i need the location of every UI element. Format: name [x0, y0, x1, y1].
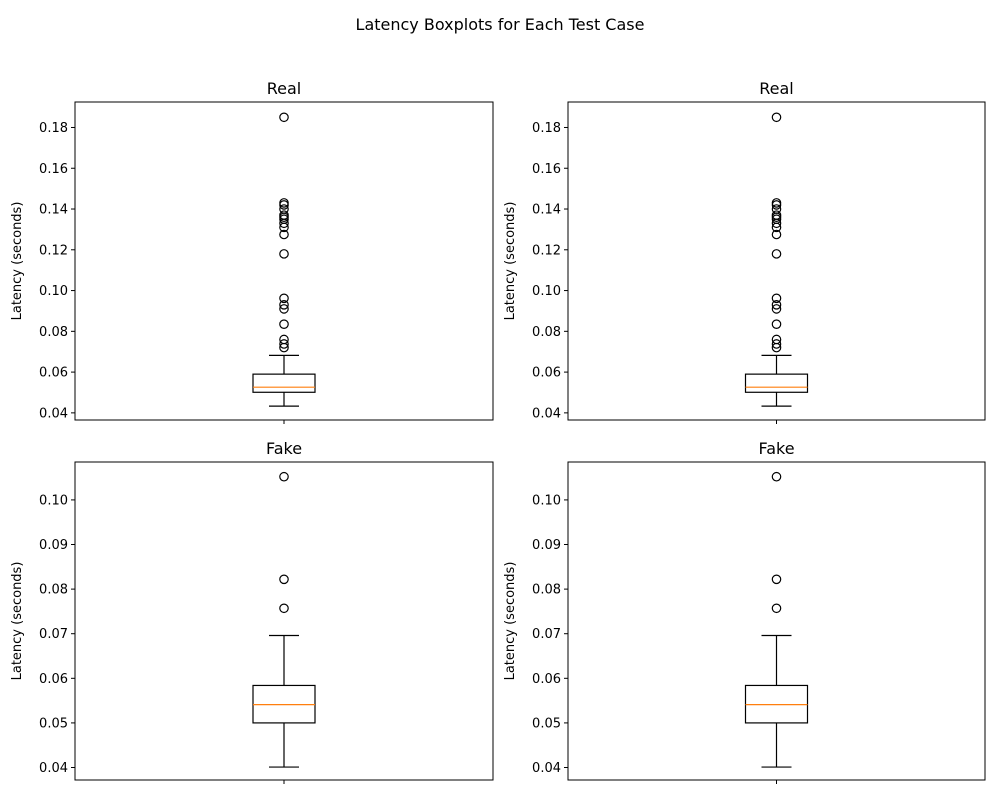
outlier-point — [279, 198, 289, 208]
outlier-point — [279, 112, 289, 123]
outlier-point — [279, 319, 289, 329]
outlier-point — [279, 304, 289, 314]
y-tick-label: 0.04 — [532, 761, 561, 776]
y-tick-label: 0.08 — [532, 583, 561, 598]
outlier-point — [279, 574, 289, 585]
subplot-title: Real — [267, 79, 302, 98]
axes-frame — [74, 461, 494, 781]
y-tick-label: 0.08 — [532, 325, 561, 340]
outlier-point — [771, 212, 782, 222]
y-tick-label: 0.08 — [39, 325, 68, 340]
y-tick-label: 0.07 — [532, 627, 561, 642]
y-tick-label: 0.07 — [39, 627, 68, 642]
axes-frame — [567, 101, 986, 421]
outlier-point — [771, 210, 782, 220]
outlier-point — [771, 112, 782, 123]
y-tick-label: 0.04 — [532, 406, 561, 421]
y-tick-label: 0.08 — [39, 583, 68, 598]
y-tick-label: 0.14 — [39, 203, 68, 218]
outlier-point — [771, 471, 782, 482]
y-tick-label: 0.16 — [532, 162, 561, 177]
axes-frame — [74, 101, 494, 421]
y-tick-label: 0.18 — [532, 121, 561, 136]
y-tick-label: 0.05 — [39, 716, 68, 731]
axes-frame — [567, 461, 986, 781]
outlier-point — [771, 198, 782, 208]
subplot-title: Real — [759, 79, 794, 98]
y-axis-label: Latency (seconds) — [503, 562, 518, 681]
y-tick-label: 0.14 — [532, 203, 561, 218]
outlier-point — [279, 229, 289, 240]
outlier-point — [771, 300, 782, 310]
outlier-point — [771, 293, 782, 304]
outlier-point — [771, 334, 782, 345]
outlier-point — [279, 300, 289, 310]
subplot-4: Fake Latency (seconds) 0.04 0.05 0.06 0.07 0.0… — [503, 439, 986, 784]
iqr-box — [252, 373, 316, 393]
subplot-1: Real Latency (seconds) 0.04 0.06 0.08 0.10 0.1… — [10, 79, 494, 424]
y-tick-label: 0.12 — [532, 243, 561, 258]
subplot-title: Fake — [266, 439, 302, 458]
outlier-point — [279, 339, 289, 349]
iqr-box — [744, 373, 809, 393]
outlier-point — [771, 229, 782, 240]
outlier-point — [771, 339, 782, 349]
y-tick-label: 0.10 — [39, 493, 68, 508]
outlier-point — [771, 574, 782, 585]
subplot-grid: Real Latency (seconds) 0.04 0.06 0.08 0.10 0.1… — [10, 79, 986, 784]
outlier-point — [279, 293, 289, 304]
y-axis-label: Latency (seconds) — [10, 202, 25, 321]
y-tick-label: 0.10 — [39, 284, 68, 299]
y-tick-label: 0.09 — [532, 538, 561, 553]
y-tick-label: 0.10 — [532, 284, 561, 299]
y-tick-label: 0.10 — [532, 493, 561, 508]
y-tick-label: 0.06 — [39, 672, 68, 687]
y-tick-label: 0.06 — [532, 366, 561, 381]
subplot-3: Fake Latency (seconds) 0.04 0.05 0.06 0.07 0.0… — [10, 439, 494, 784]
y-tick-label: 0.04 — [39, 761, 68, 776]
y-tick-label: 0.16 — [39, 162, 68, 177]
outlier-point — [771, 319, 782, 329]
outlier-point — [279, 212, 289, 222]
y-tick-label: 0.04 — [39, 406, 68, 421]
outlier-point — [771, 249, 782, 259]
outlier-point — [771, 204, 782, 214]
outlier-point — [279, 249, 289, 259]
outlier-point — [771, 603, 782, 614]
y-tick-label: 0.12 — [39, 243, 68, 258]
outlier-point — [771, 304, 782, 314]
y-tick-label: 0.18 — [39, 121, 68, 136]
y-tick-label: 0.09 — [39, 538, 68, 553]
outlier-point — [279, 204, 289, 214]
outlier-point — [279, 210, 289, 220]
subplot-2: Real Latency (seconds) 0.04 0.06 0.08 0.10 0.1… — [503, 79, 986, 424]
y-axis-label: Latency (seconds) — [10, 562, 25, 681]
y-tick-label: 0.06 — [39, 366, 68, 381]
y-tick-label: 0.05 — [532, 716, 561, 731]
outlier-point — [279, 334, 289, 345]
y-axis-label: Latency (seconds) — [503, 202, 518, 321]
figure-title: Latency Boxplots for Each Test Case — [356, 15, 645, 34]
outlier-point — [279, 603, 289, 614]
outlier-point — [279, 471, 289, 482]
y-tick-label: 0.06 — [532, 672, 561, 687]
subplot-title: Fake — [758, 439, 794, 458]
